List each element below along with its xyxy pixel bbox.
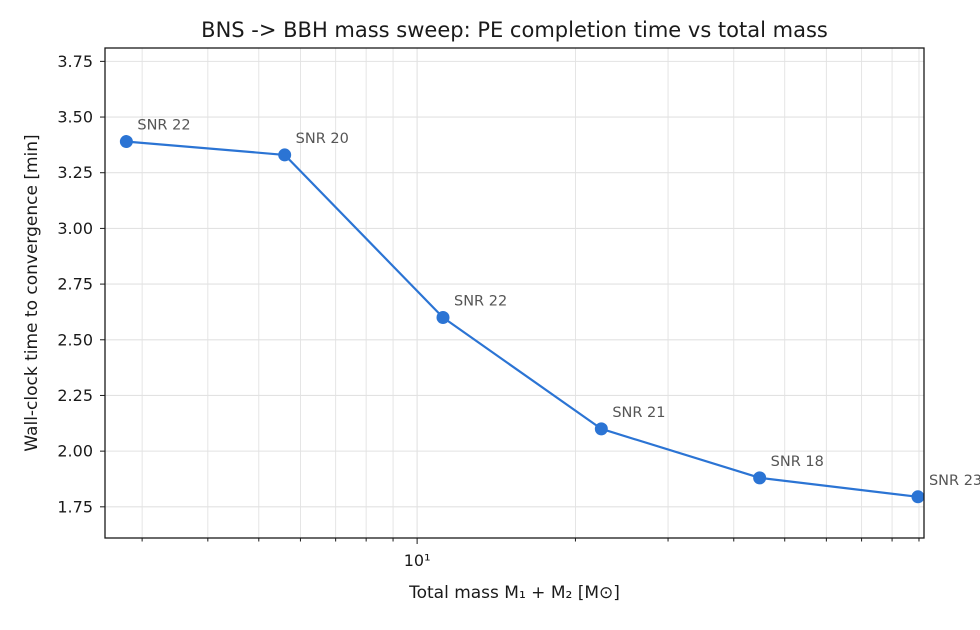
data-point bbox=[436, 311, 450, 324]
data-point bbox=[753, 471, 767, 485]
series-line bbox=[126, 140, 919, 498]
ticks: 10¹ 1.75 2.00 2.25 2.50 2.75 3.00 3.25 3.50 3.75 bbox=[57, 52, 920, 570]
grid bbox=[105, 48, 924, 538]
y-tick-label: 1.75 bbox=[57, 497, 93, 516]
y-tick-label: 2.75 bbox=[57, 275, 93, 294]
x-tick-label: 10¹ bbox=[404, 551, 431, 570]
chart-title: BNS -> BBH mass sweep: PE completion tim… bbox=[201, 18, 828, 42]
y-tick-label: 3.75 bbox=[57, 52, 93, 71]
point-annotation: SNR 20 bbox=[296, 131, 349, 147]
series-layer: SNR 22 SNR 20 SNR 22 SNR 21 SNR 18 SNR 23 bbox=[119, 118, 980, 504]
x-axis-label: Total mass M₁ + M₂ [M⊙] bbox=[408, 583, 620, 603]
point-annotation: SNR 21 bbox=[612, 405, 665, 421]
data-point bbox=[594, 422, 608, 436]
point-annotation: SNR 22 bbox=[137, 118, 190, 134]
data-point bbox=[278, 148, 292, 162]
data-point bbox=[911, 490, 925, 504]
y-tick-label: 3.50 bbox=[57, 108, 93, 127]
y-tick-label: 3.00 bbox=[57, 219, 93, 238]
point-annotation: SNR 22 bbox=[454, 294, 507, 310]
y-tick-label: 3.25 bbox=[57, 163, 93, 182]
y-tick-label: 2.25 bbox=[57, 386, 93, 405]
plot-frame bbox=[104, 47, 925, 539]
data-point bbox=[119, 135, 133, 149]
y-tick-label: 2.00 bbox=[57, 442, 93, 461]
point-annotation: SNR 18 bbox=[771, 454, 824, 470]
y-axis-label: Wall-clock time to convergence [min] bbox=[22, 134, 42, 451]
y-tick-label: 2.50 bbox=[57, 330, 93, 349]
point-annotation: SNR 23 bbox=[929, 473, 980, 489]
